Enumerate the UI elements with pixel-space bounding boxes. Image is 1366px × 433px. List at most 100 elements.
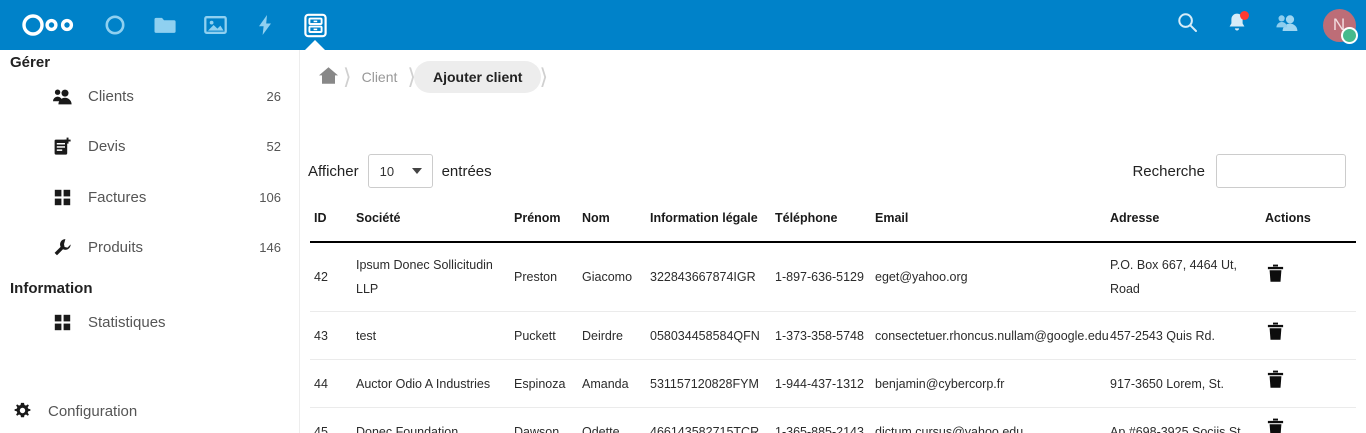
app-invoices-button[interactable] [290,0,340,51]
cabinet-icon [303,13,328,38]
cell-societe: test [352,311,510,360]
cell-id: 42 [310,242,352,312]
breadcrumb-label: Ajouter client [432,69,523,85]
sidebar-group-title-gerer: Gérer [10,54,51,71]
top-navigation-bar: N [0,0,1366,51]
wrench-icon [50,238,74,257]
cell-nom: Odette [578,407,646,433]
grid-icon [50,314,74,331]
table-row[interactable]: 45 Donec Foundation Dawson Odette 466143… [310,407,1356,433]
nextcloud-logo-button[interactable] [10,0,90,50]
sidebar-item-count: 106 [259,189,281,205]
breadcrumb-label: Client [361,69,398,85]
sidebar-item-factures[interactable]: Factures 106 [0,181,300,213]
lightning-icon [257,14,273,36]
delete-row-button[interactable] [1267,264,1284,291]
sidebar-item-count: 146 [259,239,281,255]
user-status-online-indicator [1341,27,1358,44]
breadcrumb-separator-icon: ⟩ [539,64,549,90]
sidebar-item-clients[interactable]: Clients 26 [0,80,300,112]
sidebar-item-produits[interactable]: Produits 146 [0,231,300,263]
column-header-telephone[interactable]: Téléphone [771,198,871,243]
app-dashboard-button[interactable] [90,0,140,50]
search-button[interactable] [1162,0,1212,50]
main-content: ⟩ Client ⟩ Ajouter client ⟩ Afficher 10 … [300,50,1366,433]
column-header-nom[interactable]: Nom [578,198,646,243]
column-header-prenom[interactable]: Prénom [510,198,578,243]
nextcloud-logo-icon [20,12,80,38]
cell-information-legale: 322843667874IGR [646,242,771,312]
cell-actions [1261,242,1356,312]
cell-prenom: Puckett [510,311,578,360]
length-suffix-label: entrées [441,162,492,180]
delete-row-button[interactable] [1267,322,1284,349]
app-navigation-icons [0,0,340,51]
sidebar-item-configuration[interactable]: Configuration [0,395,300,427]
sidebar-item-statistiques[interactable]: Statistiques [0,306,300,338]
breadcrumb-separator-icon: ⟩ [343,64,352,90]
cell-adresse: 457-2543 Quis Rd. [1106,311,1261,360]
app-sidebar: Gérer Clients 26 Devis 52 [0,50,300,433]
delete-row-button[interactable] [1267,418,1284,433]
search-input[interactable] [1216,154,1346,188]
cell-adresse: P.O. Box 667, 4464 Ut, Road [1106,242,1261,312]
entries-per-page-value: 10 [379,163,395,179]
breadcrumb-item-ajouter-client[interactable]: Ajouter client [413,61,542,93]
notifications-button[interactable] [1212,0,1262,50]
entries-per-page-select[interactable]: 10 [367,154,433,188]
cell-email: consectetuer.rhoncus.nullam@google.edu [871,311,1109,360]
cell-adresse: 917-3650 Lorem, St. [1106,359,1261,408]
notification-badge [1240,11,1249,20]
cell-telephone: 1-373-358-5748 [771,311,871,360]
cell-actions [1261,311,1356,360]
cell-societe: Ipsum Donec Sollicitudin LLP [352,242,510,312]
column-header-societe[interactable]: Société [352,198,510,243]
breadcrumb-home-button[interactable] [312,61,345,93]
sidebar-item-count: 52 [266,138,281,154]
gear-icon [10,402,34,421]
contacts-icon [1275,13,1299,37]
user-menu-button[interactable]: N [1312,0,1366,50]
app-activity-button[interactable] [240,0,290,50]
sidebar-item-label: Configuration [48,402,138,420]
cell-telephone: 1-944-437-1312 [771,359,871,408]
circle-icon [104,14,126,36]
table-header: ID Société Prénom Nom Information légale… [310,198,1356,243]
document-add-icon [50,137,74,156]
column-header-adresse[interactable]: Adresse [1106,198,1261,243]
app-photos-button[interactable] [190,0,240,50]
delete-row-button[interactable] [1267,370,1284,397]
column-header-email[interactable]: Email [871,198,1106,243]
contacts-button[interactable] [1262,0,1312,50]
table-body: 42 Ipsum Donec Sollicitudin LLP Preston … [310,242,1356,433]
cell-email: eget@yahoo.org [871,242,1106,312]
cell-actions [1261,407,1356,433]
sidebar-item-label: Clients [88,87,134,105]
table-row[interactable]: 42 Ipsum Donec Sollicitudin LLP Preston … [310,242,1356,312]
clients-table-wrapper: ID Société Prénom Nom Information légale… [310,198,1356,433]
app-files-button[interactable] [140,0,190,50]
cell-nom: Giacomo [578,242,646,312]
sidebar-item-label: Devis [88,137,126,155]
column-header-id[interactable]: ID [310,198,352,243]
sidebar-group-title-information: Information [10,280,93,297]
chevron-down-icon [411,168,422,174]
cell-email: benjamin@cybercorp.fr [871,359,1106,408]
sidebar-item-label: Produits [88,238,144,256]
table-length-control: Afficher 10 entrées [308,154,492,188]
cell-actions [1261,359,1356,408]
group-icon [50,88,74,105]
sidebar-item-devis[interactable]: Devis 52 [0,130,300,162]
table-row[interactable]: 44 Auctor Odio A Industries Espinoza Ama… [310,359,1356,408]
breadcrumb-item-client[interactable]: Client [350,61,410,93]
cell-id: 45 [310,407,352,433]
cell-information-legale: 466143582715TCR [646,407,771,433]
table-search-control: Recherche [1132,154,1346,188]
cell-prenom: Dawson [510,407,578,433]
column-header-information-legale[interactable]: Information légale [646,198,771,243]
table-row[interactable]: 43 test Puckett Deirdre 058034458584QFN … [310,311,1356,360]
cell-nom: Amanda [578,359,646,408]
cell-societe: Donec Foundation [352,407,510,433]
cell-prenom: Preston [510,242,578,312]
column-header-actions: Actions [1261,198,1356,243]
